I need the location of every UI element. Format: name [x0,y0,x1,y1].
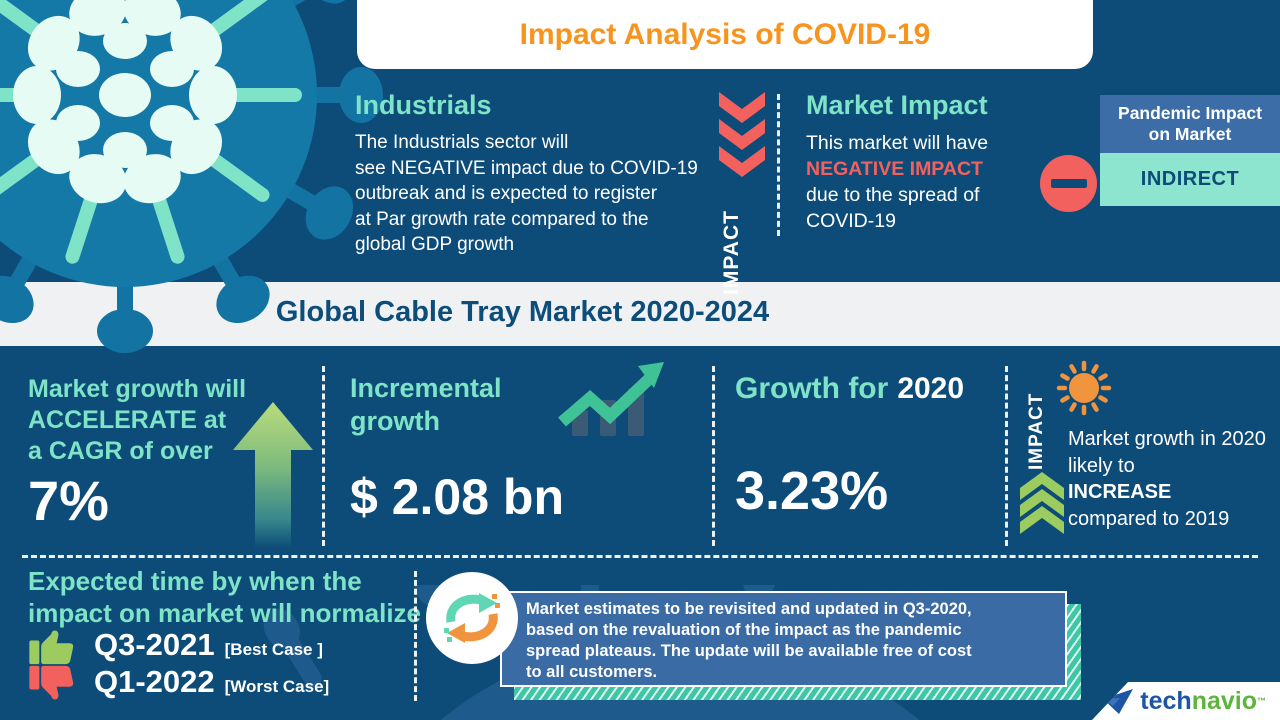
divider-dashed-stats-2 [712,366,715,546]
impact-vertical-label-top: IMPACT [720,210,743,295]
thumbs-down-icon [29,665,74,700]
technavio-logo: technavio™ [1092,682,1280,720]
divider-dashed-top [777,94,780,236]
cagr-value: 7% [28,469,109,532]
triple-chevron-up-icon [1020,472,1064,534]
best-case-value: Q3-2021 [94,627,215,662]
normalize-heading: Expected time by when the impact on mark… [28,566,421,628]
industrials-heading: Industrials [355,90,492,120]
up-arrow-icon [233,402,313,548]
impact-vertical-label-stats: IMPACT [1026,392,1047,470]
market-impact-heading: Market Impact [806,90,988,120]
negative-impact-highlight: NEGATIVE IMPACT [806,158,983,180]
note-box: Market estimates to be revisited and upd… [500,591,1067,687]
virus-inner-spikes [0,0,302,264]
incremental-growth-value: $ 2.08 bn [350,469,564,525]
divider-dashed-horizontal [22,555,1258,558]
divider-dashed-bottom [414,571,417,701]
growth-2020-value: 3.23% [735,461,889,521]
title-band [0,282,1280,346]
incremental-growth-block: Incremental growth [350,373,502,436]
best-case-label: [Best Case ] [224,640,323,659]
pandemic-impact-value: INDIRECT [1100,153,1280,206]
header-title: Impact Analysis of COVID-19 [519,17,931,51]
triple-chevron-down-icon [719,92,765,177]
report-title: Global Cable Tray Market 2020-2024 [275,296,770,328]
best-case-row: Q3-2021 [Best Case ] [94,627,323,663]
worst-case-value: Q1-2022 [94,664,215,699]
worst-case-row: Q1-2022 [Worst Case] [94,664,329,700]
growth-2020-block: Growth for 2020 [735,372,965,405]
technavio-arrow-icon [1103,689,1134,714]
virus-icon [1056,360,1112,416]
thumbs-up-icon [29,630,74,665]
industrials-body: The Industrials sector will see NEGATIVE… [355,132,698,255]
cagr-block: Market growth will ACCELERATE at a CAGR … [28,375,247,465]
impact-2020-text: Market growth in 2020 likely to INCREASE… [1068,428,1266,530]
industrials-section: Industrials The Industrials sector will … [355,90,725,258]
header-banner: Impact Analysis of COVID-19 [357,0,1093,69]
refresh-icon [444,593,500,643]
pandemic-impact-box-title: Pandemic Impact on Market [1100,95,1280,153]
coronavirus-illustration [0,0,383,353]
trend-up-icon [558,362,664,436]
minus-circle-icon [1040,155,1097,212]
refresh-badge [426,572,518,664]
divider-dashed-stats-1 [322,366,325,546]
divider-dashed-stats-3 [1005,366,1008,546]
worst-case-label: [Worst Case] [224,677,330,696]
market-impact-section: Market Impact This market will have NEGA… [806,90,1086,234]
pandemic-impact-box: Pandemic Impact on Market INDIRECT [1100,95,1280,206]
